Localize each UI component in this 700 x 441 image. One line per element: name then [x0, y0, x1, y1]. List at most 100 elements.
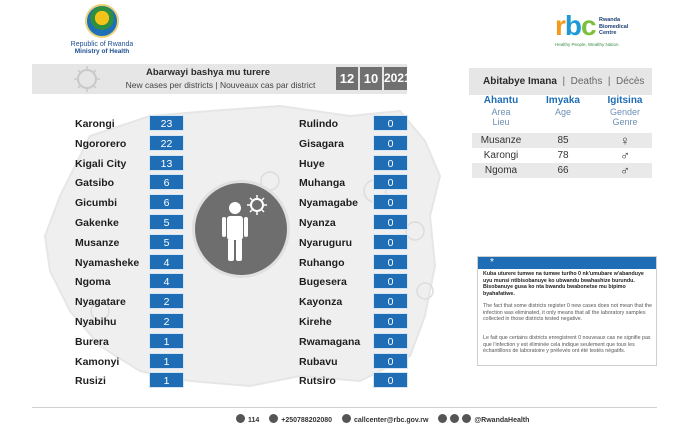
district-name: Nyabihu: [75, 315, 117, 328]
district-row: Nyanza 0: [296, 213, 408, 233]
district-row: Rutsiro 0: [296, 371, 408, 391]
district-name: Rubavu: [299, 355, 338, 368]
district-row: Rulindo 0: [296, 114, 408, 134]
district-case-count: 0: [373, 134, 408, 151]
rwanda-seal-icon: [85, 4, 119, 38]
district-case-count: 0: [373, 154, 408, 171]
district-row: Nyamasheke 4: [72, 253, 184, 273]
district-row: Huye 0: [296, 154, 408, 174]
district-name: Karongi: [75, 118, 115, 130]
district-case-count: 1: [149, 332, 184, 349]
district-case-count: 6: [149, 174, 184, 191]
district-row: Ngororero 22: [72, 134, 184, 154]
person-virus-icon: [222, 195, 267, 261]
district-name: Nyamasheke: [75, 256, 140, 269]
deaths-title-fr: Décès: [616, 76, 645, 87]
death-row: Karongi 78 ♂: [472, 148, 652, 163]
zero-cases-note: * Kuba uturere tumwe na tumwe turiho 0 n…: [477, 256, 657, 366]
note-french: Le fait que certains districts enregistr…: [483, 335, 651, 355]
district-name: Ngororero: [75, 137, 127, 150]
note-kinyarwanda: Kuba uturere tumwe na tumwe turiho 0 nk'…: [483, 271, 644, 297]
footer-whatsapp[interactable]: +250788202080: [269, 414, 332, 424]
footer-phone[interactable]: 114: [236, 414, 259, 424]
district-row: Nyaruguru 0: [296, 233, 408, 253]
district-case-count: 5: [149, 233, 184, 250]
col-header-area: Ahantu Area Lieu: [483, 95, 519, 127]
district-name: Rulindo: [299, 118, 339, 130]
footer-contacts: 114 +250788202080 callcenter@rbc.gov.rw …: [236, 414, 537, 424]
district-name: Kirehe: [299, 315, 332, 328]
district-case-count: 0: [373, 293, 408, 310]
district-case-count: 1: [149, 352, 184, 369]
date-month: 10: [360, 67, 382, 90]
district-name: Muhanga: [299, 177, 346, 190]
district-case-count: 5: [149, 213, 184, 230]
district-case-count: 2: [149, 312, 184, 329]
district-name: Gicumbi: [75, 197, 118, 210]
district-case-count: 0: [373, 372, 408, 389]
note-english: The fact that some districts register 0 …: [483, 303, 652, 323]
footer-email[interactable]: callcenter@rbc.gov.rw: [342, 414, 428, 424]
rbc-tagline: Healthy People, Wealthy Nation: [555, 42, 619, 47]
district-case-count: 0: [373, 213, 408, 230]
gov-line2: Ministry of Health: [74, 48, 130, 55]
footer-social[interactable]: @RwandaHealth: [438, 414, 529, 424]
district-list-left: Karongi 23 Ngororero 22 Kigali City 13 Gatsibo…: [72, 114, 184, 391]
date-year: 2021: [384, 67, 411, 90]
rbc-wordmark: rbc: [555, 10, 597, 41]
death-row: Ngoma 66 ♂: [472, 163, 652, 178]
email-icon: [342, 414, 352, 423]
district-name: Rutsiro: [299, 375, 336, 388]
district-row: Karongi 23: [72, 114, 184, 134]
district-name: Kayonza: [299, 296, 343, 309]
district-row: Nyagatare 2: [72, 292, 184, 312]
district-row: Gakenke 5: [72, 213, 184, 233]
title-kinyarwanda: Abarwayi bashya mu turere: [145, 67, 271, 78]
district-row: Ngoma 4: [72, 272, 184, 292]
district-case-count: 0: [373, 352, 408, 369]
district-case-count: 6: [149, 194, 184, 211]
district-name: Ngoma: [75, 276, 111, 289]
district-row: Bugesera 0: [296, 272, 408, 292]
twitter-icon: [438, 414, 448, 423]
district-case-count: 23: [149, 115, 184, 131]
male-icon: ♂: [620, 163, 630, 178]
district-row: Rusizi 1: [72, 371, 184, 391]
district-case-count: 0: [373, 273, 408, 290]
district-row: Rwamagana 0: [296, 332, 408, 352]
district-case-count: 2: [149, 293, 184, 310]
deaths-title: Abitabye Imana: [483, 76, 557, 87]
district-name: Ruhango: [299, 256, 345, 269]
col-header-age: Imyaka Age: [546, 95, 580, 117]
rbc-name: Rwanda Biomedical Centre: [599, 17, 629, 36]
district-name: Nyagatare: [75, 296, 126, 309]
instagram-icon: [462, 414, 472, 423]
district-row: Nyabihu 2: [72, 312, 184, 332]
district-name: Gatsibo: [75, 177, 115, 190]
district-case-count: 1: [149, 372, 184, 389]
district-case-count: 0: [373, 253, 408, 270]
district-row: Gatsibo 6: [72, 173, 184, 193]
district-case-count: 4: [149, 253, 184, 270]
date-day: 12: [336, 67, 358, 90]
district-name: Nyamagabe: [299, 197, 358, 210]
district-row: Musanze 5: [72, 233, 184, 253]
district-row: Burera 1: [72, 332, 184, 352]
deaths-header: Abitabye Imana | Deaths | Décès: [469, 68, 652, 95]
title-en-fr: New cases per districts | Nouveaux cas p…: [125, 80, 316, 90]
patient-circle: [192, 180, 290, 278]
district-case-count: 0: [373, 194, 408, 211]
col-header-gender: Igitsina Gender Genre: [607, 95, 643, 127]
district-case-count: 0: [373, 115, 408, 131]
district-row: Nyamagabe 0: [296, 193, 408, 213]
district-name: Rusizi: [75, 375, 106, 388]
female-icon: ♀: [620, 133, 630, 148]
district-row: Kayonza 0: [296, 292, 408, 312]
district-row: Kigali City 13: [72, 154, 184, 174]
phone-icon: [236, 414, 245, 423]
district-row: Gicumbi 6: [72, 193, 184, 213]
male-icon: ♂: [620, 148, 630, 163]
district-case-count: 0: [373, 174, 408, 191]
district-name: Burera: [75, 335, 109, 348]
death-row: Musanze 85 ♀: [472, 133, 652, 148]
